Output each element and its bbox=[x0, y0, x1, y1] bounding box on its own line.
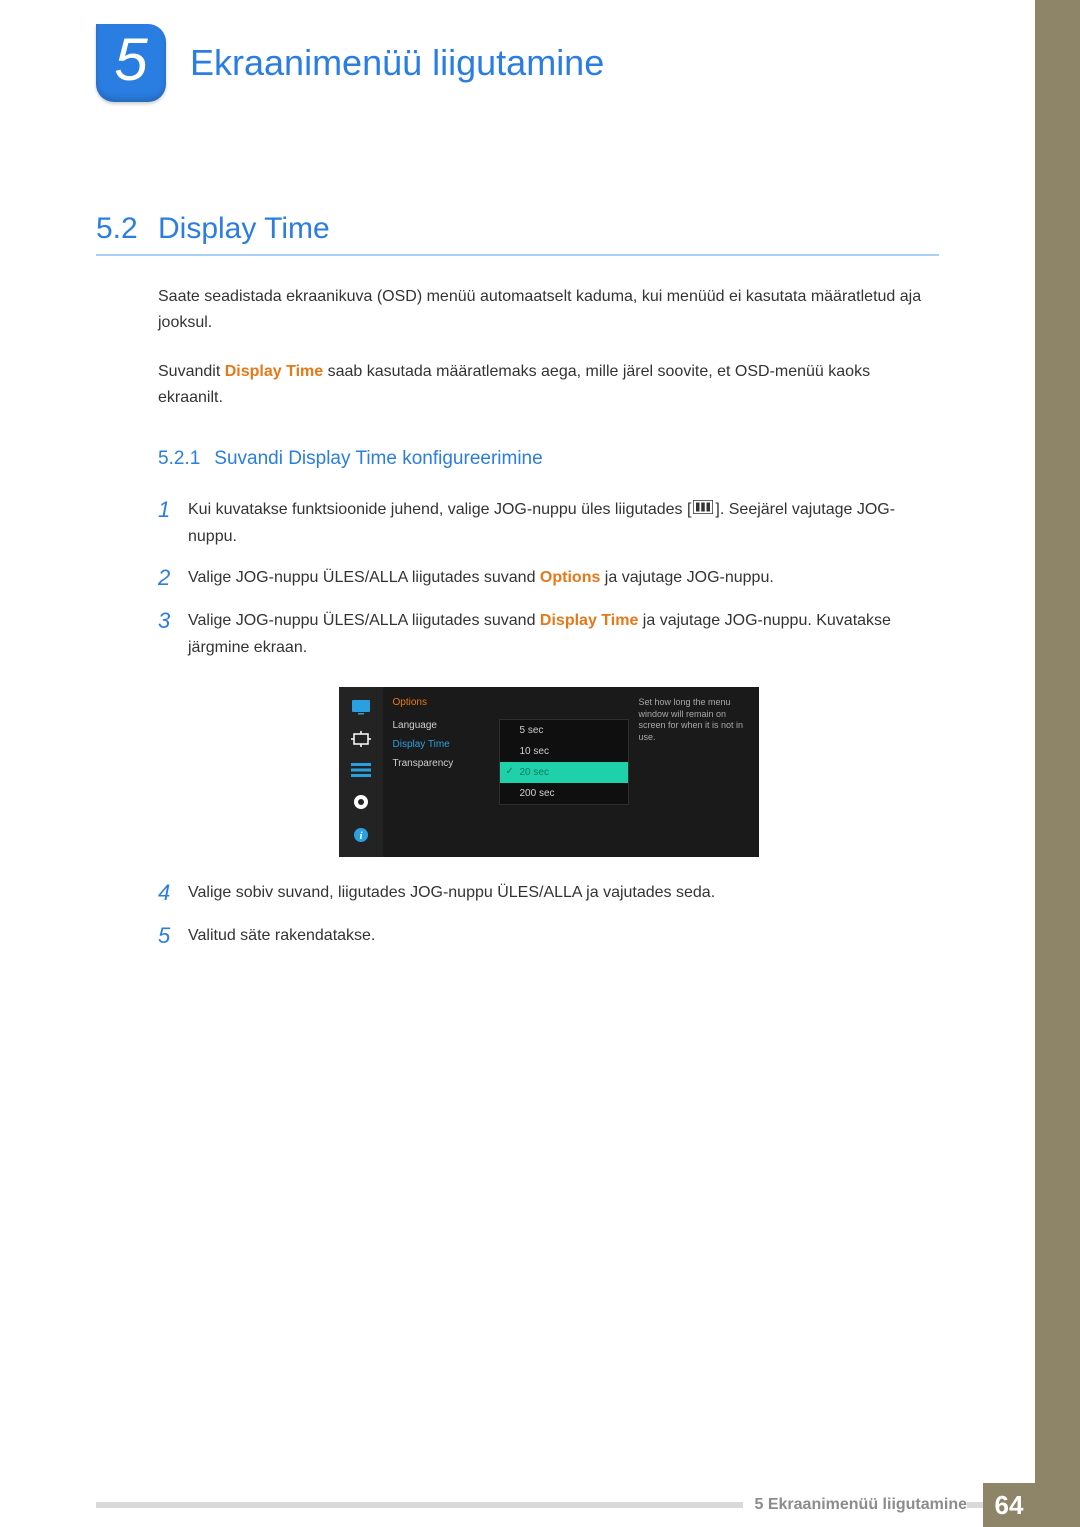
step-number: 1 bbox=[158, 496, 188, 551]
osd-item-transparency: Transparency bbox=[393, 754, 499, 773]
step-body: Valitud säte rakendatakse. bbox=[188, 922, 375, 951]
osd-item-display-time: Display Time bbox=[393, 735, 499, 754]
step-2: 2 Valige JOG-nuppu ÜLES/ALLA liigutades … bbox=[158, 564, 939, 593]
osd-list-column: Options Language Display Time Transparen… bbox=[383, 687, 499, 857]
osd-option-20sec: 20 sec bbox=[500, 762, 628, 783]
osd-dropdown: 5 sec 10 sec 20 sec 200 sec bbox=[499, 719, 629, 805]
monitor-icon bbox=[351, 699, 371, 715]
menu-icon bbox=[693, 496, 713, 523]
chapter-badge: 5 bbox=[96, 24, 166, 102]
subsection-title: Suvandi Display Time konfigureerimine bbox=[214, 448, 542, 469]
step-body: Kui kuvatakse funktsioonide juhend, vali… bbox=[188, 496, 939, 551]
right-margin-strip bbox=[1035, 0, 1080, 1527]
step2-b: ja vajutage JOG-nuppu. bbox=[600, 569, 773, 586]
intro-paragraph-1: Saate seadistada ekraanikuva (OSD) menüü… bbox=[158, 284, 939, 337]
section: 5.2Display Time Saate seadistada ekraani… bbox=[0, 212, 1035, 950]
step-4: 4 Valige sobiv suvand, liigutades JOG-nu… bbox=[158, 879, 939, 908]
step-1: 1 Kui kuvatakse funktsioonide juhend, va… bbox=[158, 496, 939, 551]
heading-rule bbox=[96, 254, 939, 256]
footer-bar: 5 Ekraanimenüü liigutamine bbox=[0, 1483, 983, 1527]
intro2-highlight: Display Time bbox=[225, 363, 323, 380]
osd-option-10sec: 10 sec bbox=[500, 741, 628, 762]
resize-icon bbox=[351, 731, 371, 747]
step-number: 2 bbox=[158, 564, 188, 593]
osd-screenshot: i Options Language Display Time Transpar… bbox=[158, 687, 939, 857]
intro2-a: Suvandit bbox=[158, 363, 225, 380]
osd-option-200sec: 200 sec bbox=[500, 783, 628, 804]
step-body: Valige JOG-nuppu ÜLES/ALLA liigutades su… bbox=[188, 564, 774, 593]
chapter-title: Ekraanimenüü liigutamine bbox=[190, 42, 604, 84]
step-number: 5 bbox=[158, 922, 188, 951]
step-5: 5 Valitud säte rakendatakse. bbox=[158, 922, 939, 951]
info-icon: i bbox=[353, 827, 369, 843]
step-number: 3 bbox=[158, 607, 188, 661]
subsection-number: 5.2.1 bbox=[158, 448, 200, 469]
step2-a: Valige JOG-nuppu ÜLES/ALLA liigutades su… bbox=[188, 569, 540, 586]
section-number: 5.2 bbox=[96, 212, 158, 246]
page-content: 5 Ekraanimenüü liigutamine 5.2Display Ti… bbox=[0, 0, 1035, 1527]
section-title: Display Time bbox=[158, 212, 330, 245]
step-body: Valige sobiv suvand, liigutades JOG-nupp… bbox=[188, 879, 715, 908]
step3-highlight: Display Time bbox=[540, 612, 638, 629]
osd-description: Set how long the menu window will remain… bbox=[629, 687, 759, 857]
osd-title: Options bbox=[393, 697, 499, 708]
step2-highlight: Options bbox=[540, 569, 600, 586]
intro-paragraph-2: Suvandit Display Time saab kasutada määr… bbox=[158, 359, 939, 412]
step-body: Valige JOG-nuppu ÜLES/ALLA liigutades su… bbox=[188, 607, 939, 661]
section-heading: 5.2Display Time bbox=[96, 212, 939, 246]
step3-a: Valige JOG-nuppu ÜLES/ALLA liigutades su… bbox=[188, 612, 540, 629]
subsection-heading: 5.2.1 Suvandi Display Time konfigureerimi… bbox=[158, 448, 939, 470]
steps-list: 1 Kui kuvatakse funktsioonide juhend, va… bbox=[158, 496, 939, 951]
page-number: 64 bbox=[983, 1483, 1035, 1527]
osd-option-5sec: 5 sec bbox=[500, 720, 628, 741]
gear-icon bbox=[352, 793, 370, 811]
chapter-header: 5 Ekraanimenüü liigutamine bbox=[0, 0, 1035, 102]
step-3: 3 Valige JOG-nuppu ÜLES/ALLA liigutades … bbox=[158, 607, 939, 661]
osd-panel: i Options Language Display Time Transpar… bbox=[339, 687, 759, 857]
page-footer: 5 Ekraanimenüü liigutamine 64 bbox=[0, 1483, 1035, 1527]
list-icon bbox=[351, 763, 371, 777]
osd-dropdown-column: 5 sec 10 sec 20 sec 200 sec bbox=[499, 687, 629, 857]
footer-label: 5 Ekraanimenüü liigutamine bbox=[743, 1496, 968, 1514]
step-number: 4 bbox=[158, 879, 188, 908]
step1-a: Kui kuvatakse funktsioonide juhend, vali… bbox=[188, 501, 691, 518]
osd-icon-column: i bbox=[339, 687, 383, 857]
osd-item-language: Language bbox=[393, 716, 499, 735]
